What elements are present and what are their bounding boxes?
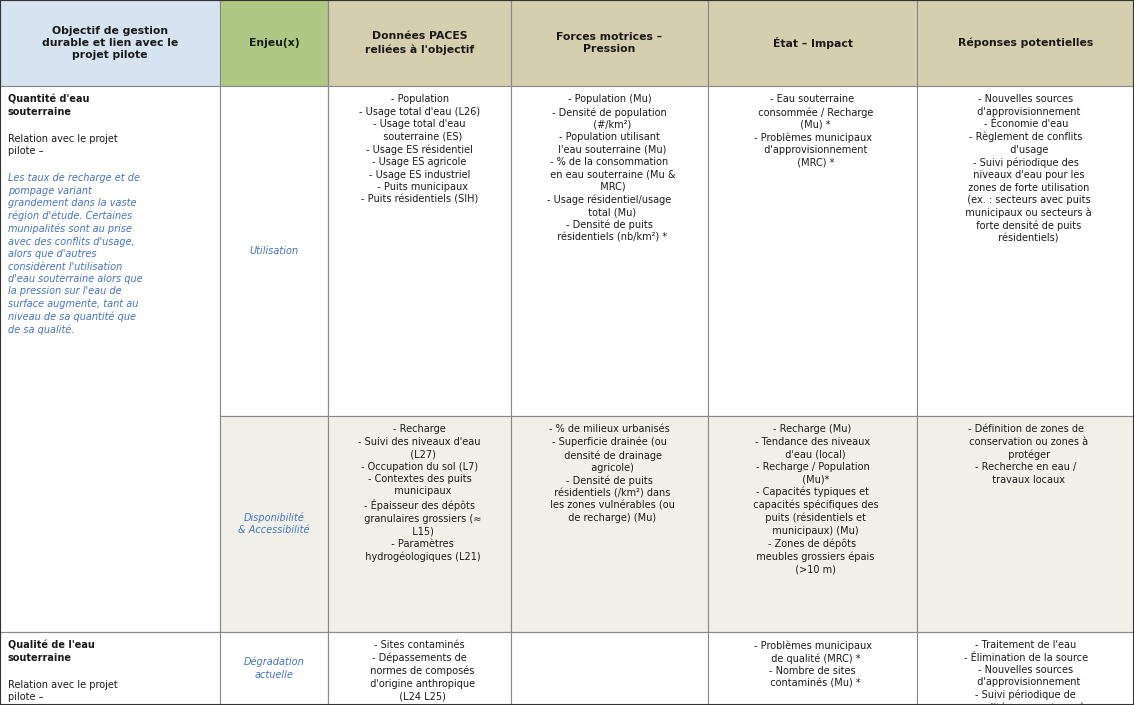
Text: Enjeu(x): Enjeu(x) (248, 38, 299, 48)
Bar (708, 86, 917, 416)
Text: Relation avec le projet
pilote –: Relation avec le projet pilote – (8, 134, 118, 157)
Text: Relation avec le projet
pilote –: Relation avec le projet pilote – (8, 680, 118, 702)
Text: - Problèmes municipaux
  de qualité (MRC) *
- Nombre de sites
  contaminés (Mu) : - Problèmes municipaux de qualité (MRC) … (753, 640, 872, 689)
Text: Dégradation
actuelle: Dégradation actuelle (244, 657, 304, 680)
Text: - Définition de zones de
  conservation ou zones à
  protéger
- Recherche en eau: - Définition de zones de conservation ou… (963, 424, 1089, 484)
Bar (220, 416, 328, 632)
Text: Les taux de recharge et de
pompage variant
grandement dans la vaste
région d'étu: Les taux de recharge et de pompage varia… (8, 173, 143, 335)
Text: - Population
- Usage total d'eau (L26)
- Usage total d'eau
  souterraine (ES)
- : - Population - Usage total d'eau (L26) -… (359, 94, 480, 204)
Bar (511, 632, 708, 705)
Text: - Population (Mu)
- Densité de population
  (#/km²)
- Population utilisant
  l'e: - Population (Mu) - Densité de populatio… (544, 94, 675, 243)
Bar (708, 416, 917, 632)
Bar (511, 416, 708, 632)
Bar (0, 632, 220, 705)
Text: Quantité d'eau
souterraine: Quantité d'eau souterraine (8, 94, 90, 117)
Bar (917, 416, 1134, 632)
Text: État – Impact: État – Impact (772, 37, 853, 49)
Bar (917, 632, 1134, 705)
Text: - Nouvelles sources
  d'approvisionnement
- Économie d'eau
- Règlement de confli: - Nouvelles sources d'approvisionnement … (959, 94, 1092, 243)
Bar (328, 0, 511, 86)
Text: - Recharge
- Suivi des niveaux d'eau
  (L27)
- Occupation du sol (L7)
- Contexte: - Recharge - Suivi des niveaux d'eau (L2… (358, 424, 481, 562)
Text: - Eau souterraine
  consommée / Recharge
  (Mu) *
- Problèmes municipaux
  d'app: - Eau souterraine consommée / Recharge (… (752, 94, 873, 168)
Text: Réponses potentielles: Réponses potentielles (958, 38, 1093, 48)
Text: - Traitement de l'eau
- Élimination de la source
- Nouvelles sources
  d'approvi: - Traitement de l'eau - Élimination de l… (964, 640, 1088, 705)
Bar (0, 86, 220, 632)
Text: Forces motrices –
Pression: Forces motrices – Pression (557, 32, 662, 54)
Bar (328, 632, 511, 705)
Text: - % de milieux urbanisés
- Superficie drainée (ou
  densité de drainage
  agrico: - % de milieux urbanisés - Superficie dr… (544, 424, 675, 523)
Bar (708, 0, 917, 86)
Bar (917, 0, 1134, 86)
Text: Qualité de l'eau
souterraine: Qualité de l'eau souterraine (8, 640, 95, 663)
Text: - Sites contaminés
- Dépassements de
  normes de composés
  d'origine anthropiqu: - Sites contaminés - Dépassements de nor… (364, 640, 475, 701)
Bar (220, 0, 328, 86)
Bar (220, 632, 328, 705)
Text: Disponibilité
& Accessibilité: Disponibilité & Accessibilité (238, 513, 310, 535)
Bar (917, 86, 1134, 416)
Bar (0, 0, 220, 86)
Text: Utilisation: Utilisation (249, 246, 298, 256)
Bar (328, 416, 511, 632)
Bar (328, 86, 511, 416)
Text: Données PACES
reliées à l'objectif: Données PACES reliées à l'objectif (365, 32, 474, 54)
Bar (708, 632, 917, 705)
Text: - Recharge (Mu)
- Tendance des niveaux
  d'eau (local)
- Recharge / Population
 : - Recharge (Mu) - Tendance des niveaux d… (746, 424, 879, 574)
Text: Objectif de gestion
durable et lien avec le
projet pilote: Objectif de gestion durable et lien avec… (42, 25, 178, 61)
Bar (511, 86, 708, 416)
Bar (220, 86, 328, 416)
Bar (511, 0, 708, 86)
